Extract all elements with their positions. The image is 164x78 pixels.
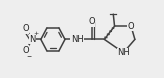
Text: NH: NH — [71, 35, 83, 44]
Text: O: O — [22, 24, 29, 33]
Text: O: O — [128, 22, 134, 31]
Text: O: O — [22, 46, 29, 55]
Text: +: + — [33, 31, 39, 36]
Text: −: − — [27, 54, 32, 59]
Text: O: O — [88, 17, 95, 26]
Text: N: N — [29, 35, 36, 44]
Text: NH: NH — [117, 48, 130, 57]
